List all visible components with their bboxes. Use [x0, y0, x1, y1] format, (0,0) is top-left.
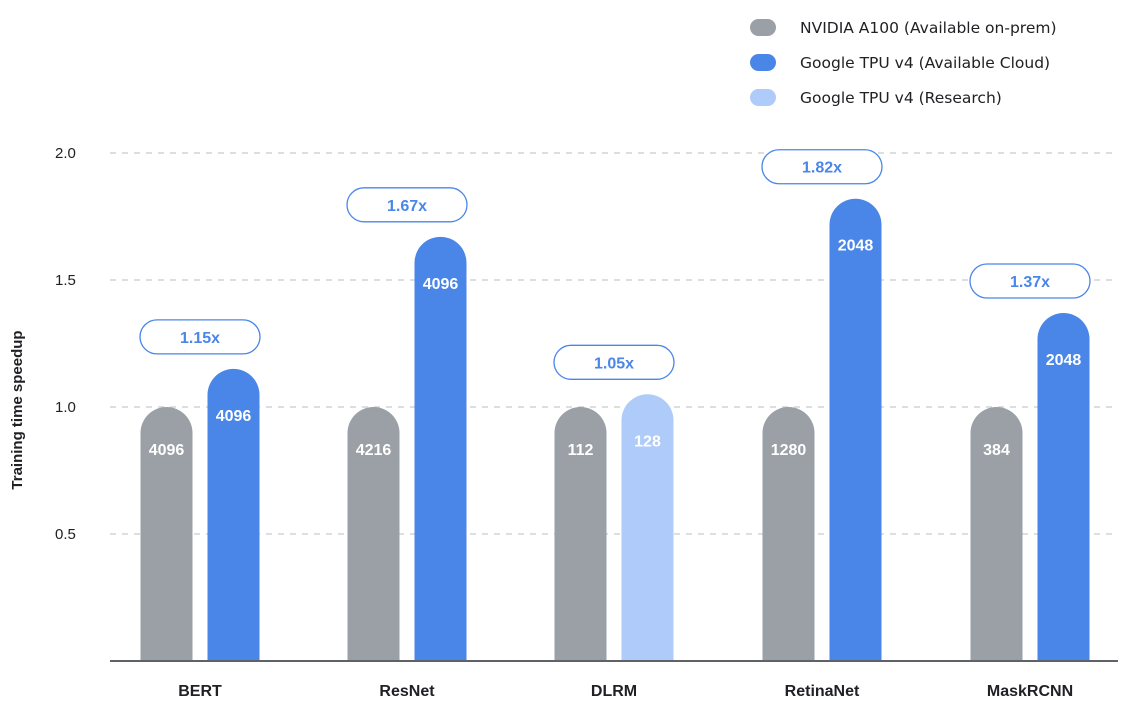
speedup-pill [969, 263, 1091, 299]
x-tick-label: BERT [178, 683, 222, 700]
x-axis-tick-labels: BERT ResNet DLRM RetinaNet MaskRCNN [178, 683, 1073, 700]
bar [762, 407, 815, 661]
bar-chip-label: 1280 [771, 442, 807, 459]
x-tick-label: RetinaNet [785, 683, 860, 700]
speedup-pill [139, 319, 261, 355]
y-tick-label: 0.5 [55, 526, 76, 543]
speedup-label: 1.37x [1010, 274, 1050, 291]
x-tick-label: DLRM [591, 683, 637, 700]
speedup-label: 1.82x [802, 160, 842, 177]
bar-chip-label: 128 [634, 433, 661, 450]
bar-group-retinanet: 1280 2048 1.82x [761, 149, 883, 661]
bar-group-bert: 4096 4096 1.15x [139, 319, 261, 661]
bar [207, 368, 260, 661]
bar-chip-label: 4096 [149, 442, 185, 459]
gridlines [110, 152, 1118, 535]
bar-chip-label: 2048 [1046, 352, 1082, 369]
bar [829, 198, 882, 661]
bar [140, 407, 193, 661]
legend-swatch [750, 89, 776, 106]
legend-item-tpu-v4-cloud: Google TPU v4 (Available Cloud) [750, 45, 1057, 80]
legend: NVIDIA A100 (Available on-prem) Google T… [750, 10, 1057, 115]
bar-chip-label: 112 [568, 442, 594, 459]
x-tick-label: ResNet [379, 683, 435, 700]
y-tick-label: 1.0 [55, 399, 76, 416]
bar [347, 407, 400, 661]
bar-chip-label: 384 [983, 442, 1010, 459]
bar [414, 236, 467, 662]
speedup-pill [346, 187, 468, 223]
x-tick-label: MaskRCNN [987, 683, 1073, 700]
y-tick-label: 1.5 [55, 272, 76, 289]
bars: 4096 4096 1.15x 4216 4096 1.67x 112 128 1.05x 128… [139, 149, 1091, 662]
bar-chip-label: 4096 [423, 276, 459, 293]
speedup-label: 1.15x [180, 330, 220, 347]
y-axis-label: Training time speedup [9, 330, 26, 489]
bar-chip-label: 2048 [838, 238, 874, 255]
y-axis-tick-labels: 0.5 1.0 1.5 2.0 [55, 145, 76, 543]
legend-swatch [750, 54, 776, 71]
bar-group-resnet: 4216 4096 1.67x [346, 187, 468, 662]
speedup-label: 1.05x [594, 355, 634, 372]
speedup-pill [553, 344, 675, 380]
bar-group-dlrm: 112 128 1.05x [553, 344, 675, 661]
bar [621, 394, 674, 661]
legend-label: Google TPU v4 (Research) [800, 88, 1002, 107]
y-tick-label: 2.0 [55, 145, 76, 162]
legend-swatch [750, 19, 776, 36]
bar [554, 407, 607, 661]
bar-group-maskrcnn: 384 2048 1.37x [969, 263, 1091, 661]
bar-chip-label: 4216 [356, 442, 392, 459]
legend-label: NVIDIA A100 (Available on-prem) [800, 18, 1057, 37]
legend-label: Google TPU v4 (Available Cloud) [800, 53, 1051, 72]
legend-item-nvidia-a100: NVIDIA A100 (Available on-prem) [750, 10, 1057, 45]
bar [970, 407, 1023, 661]
speedup-pill [761, 149, 883, 185]
legend-item-tpu-v4-research: Google TPU v4 (Research) [750, 80, 1057, 115]
bar [1037, 313, 1090, 661]
bar-chip-label: 4096 [216, 408, 252, 425]
speedup-label: 1.67x [387, 198, 427, 215]
